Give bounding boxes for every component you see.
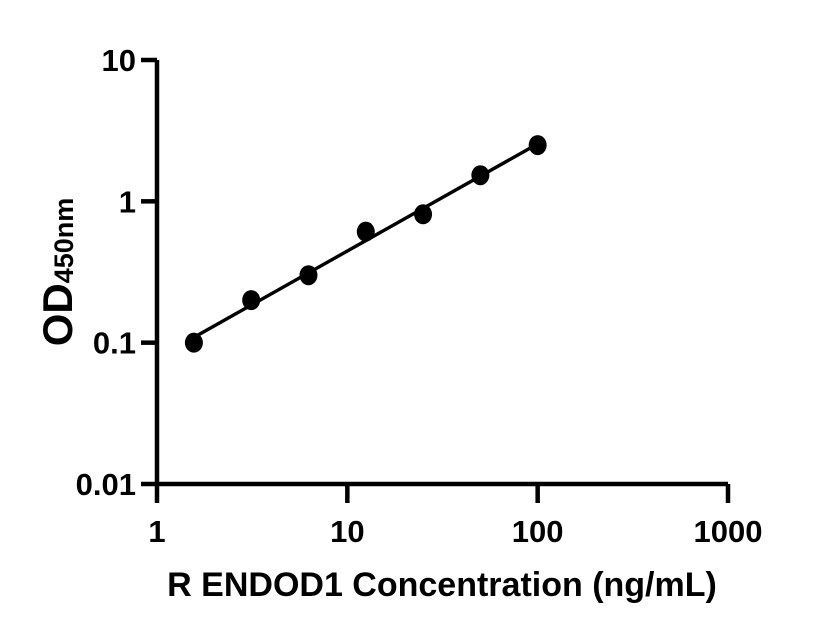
y-tick-label: 0.01 — [76, 467, 136, 502]
x-axis-ticks: 1 10 100 1000 — [148, 484, 762, 549]
data-point — [299, 265, 318, 286]
data-point — [414, 204, 433, 225]
data-point — [528, 135, 547, 156]
axis-frame — [154, 60, 728, 487]
x-tick-label: 1 — [148, 514, 165, 549]
data-point — [242, 290, 261, 311]
x-tick-label: 10 — [330, 514, 364, 549]
y-axis-title-main: OD — [34, 283, 81, 346]
y-axis-title-subscript: 450nm — [49, 198, 79, 284]
data-point — [184, 332, 203, 353]
y-axis-ticks: 10 1 0.1 0.01 — [76, 43, 157, 502]
x-tick-label: 1000 — [694, 514, 763, 549]
data-point — [356, 221, 375, 242]
y-tick-label: 0.1 — [93, 326, 136, 361]
plot-series — [184, 135, 547, 353]
y-axis-title: OD450nm — [34, 198, 81, 347]
data-point — [471, 165, 490, 186]
y-tick-label: 1 — [119, 184, 136, 219]
x-tick-label: 100 — [512, 514, 564, 549]
y-tick-label: 10 — [102, 43, 136, 78]
x-axis-title: R ENDOD1 Concentration (ng/mL) — [167, 566, 717, 604]
